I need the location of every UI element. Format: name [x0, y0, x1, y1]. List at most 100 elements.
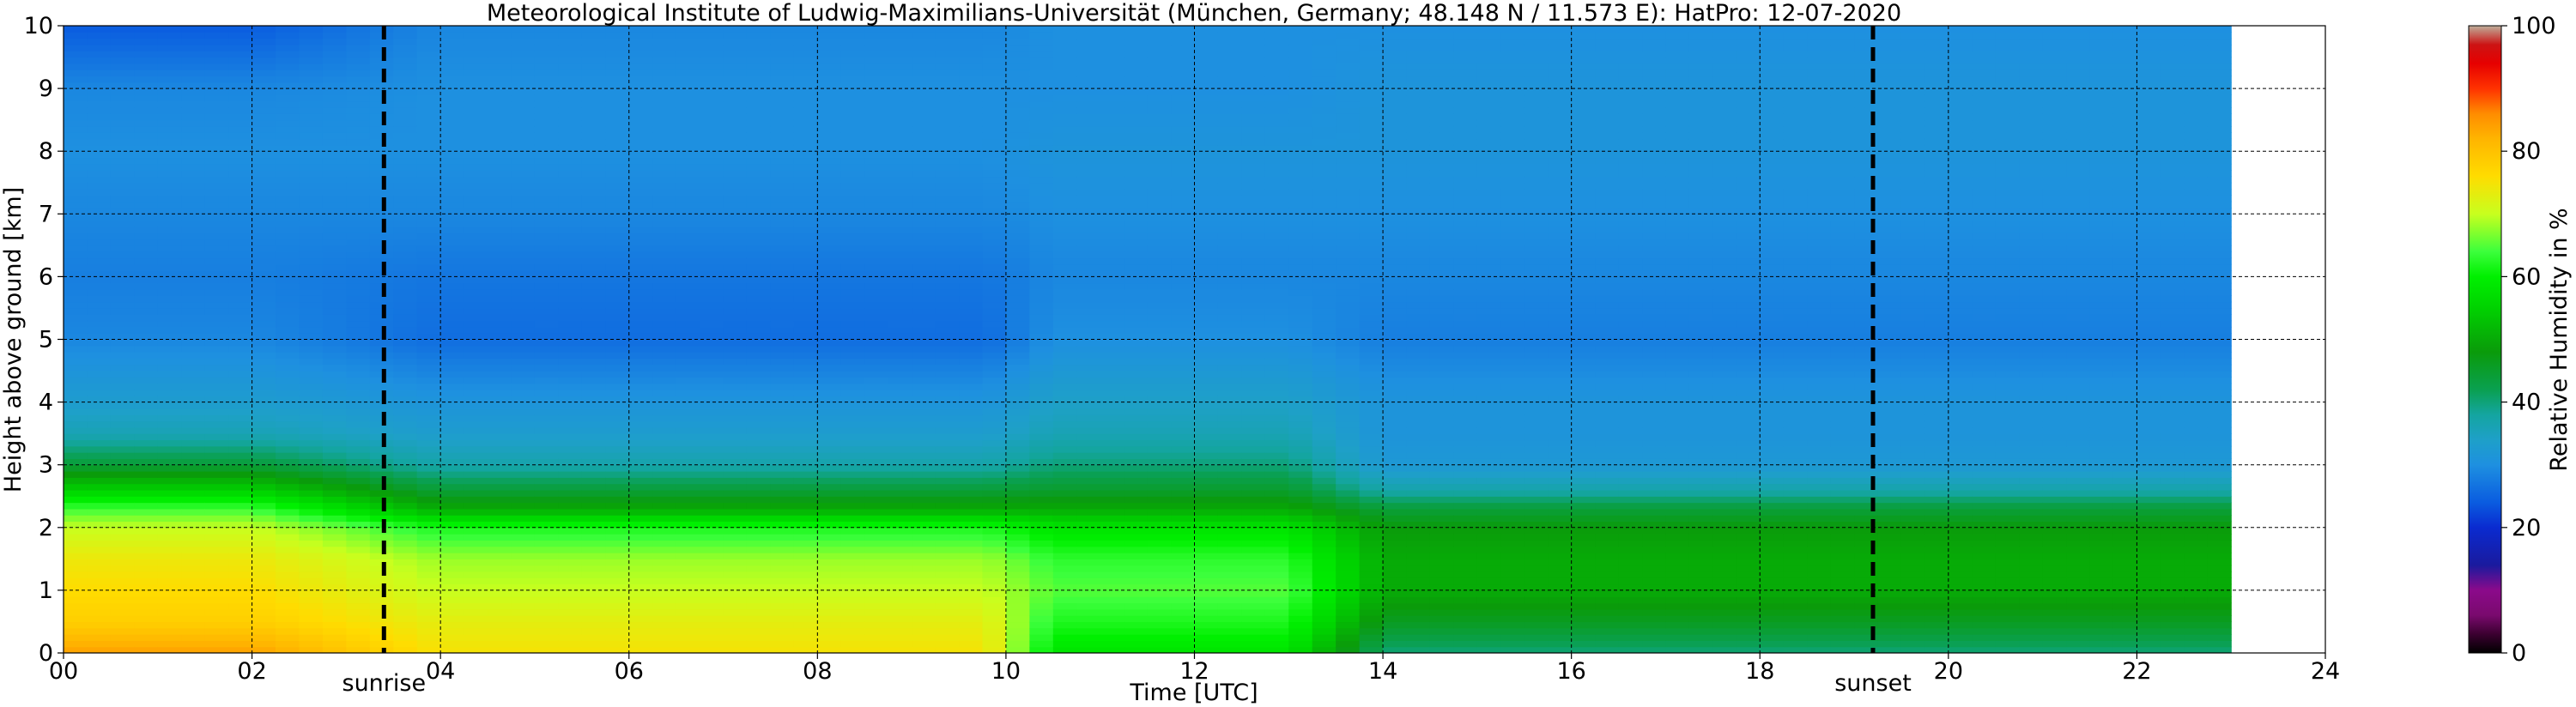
heatmap-cell [912, 26, 936, 33]
heatmap-cell [299, 251, 324, 259]
heatmap-cell [888, 195, 912, 202]
heatmap-cell [511, 157, 536, 165]
heatmap-cell [181, 471, 206, 478]
heatmap-cell [393, 214, 418, 221]
heatmap-cell [511, 282, 536, 290]
heatmap-cell [770, 477, 795, 485]
heatmap-cell [1076, 207, 1101, 215]
heatmap-cell [276, 364, 300, 372]
heatmap-cell [700, 483, 724, 491]
heatmap-cell [181, 646, 206, 653]
heatmap-cell [652, 113, 677, 121]
heatmap-cell [393, 471, 418, 478]
heatmap-cell [1217, 144, 1242, 152]
heatmap-cell [817, 358, 842, 366]
heatmap-cell [676, 420, 700, 428]
heatmap-cell [228, 69, 253, 77]
heatmap-cell [864, 339, 889, 347]
heatmap-cell [204, 396, 229, 403]
heatmap-cell [746, 44, 772, 51]
heatmap-cell [464, 119, 488, 127]
heatmap-cell [864, 389, 889, 396]
heatmap-cell [746, 553, 772, 559]
heatmap-cell [110, 358, 135, 366]
heatmap-cell [840, 458, 865, 466]
heatmap-cell [770, 289, 795, 296]
heatmap-cell [204, 201, 229, 208]
heatmap-cell [793, 408, 818, 415]
heatmap-cell [393, 201, 418, 208]
heatmap-cell [864, 608, 889, 616]
heatmap-cell [181, 621, 206, 629]
heatmap-cell [1147, 358, 1172, 366]
heatmap-cell [840, 553, 865, 559]
heatmap-cell [416, 627, 441, 635]
heatmap-cell [276, 540, 300, 547]
heatmap-cell [935, 433, 960, 441]
heatmap-cell [581, 540, 606, 547]
heatmap-cell [369, 534, 394, 541]
heatmap-cell [1217, 371, 1242, 378]
heatmap-cell [252, 546, 276, 553]
heatmap-cell [181, 282, 206, 290]
heatmap-cell [87, 88, 112, 96]
heatmap-cell [157, 170, 182, 178]
heatmap-cell [64, 464, 88, 472]
heatmap-cell [558, 546, 583, 553]
heatmap-cell [982, 195, 1007, 202]
heatmap-cell [228, 226, 253, 233]
heatmap-cell [464, 521, 488, 529]
heatmap-cell [935, 314, 960, 322]
heatmap-cell [1076, 559, 1101, 566]
heatmap-cell [511, 163, 536, 171]
heatmap-cell [228, 396, 253, 403]
heatmap-cell [64, 176, 88, 184]
heatmap-cell [64, 445, 88, 453]
heatmap-cell [299, 107, 324, 114]
heatmap-cell [770, 389, 795, 396]
heatmap-cell [1171, 220, 1196, 227]
heatmap-cell [1005, 326, 1030, 334]
heatmap-cell [605, 458, 630, 466]
heatmap-cell [64, 76, 88, 83]
heatmap-cell [1147, 132, 1172, 140]
heatmap-cell [912, 144, 936, 152]
heatmap-cell [676, 508, 700, 516]
heatmap-cell [534, 63, 560, 70]
heatmap-cell [652, 226, 677, 233]
heatmap-cell [1171, 402, 1196, 409]
heatmap-cell [252, 333, 276, 341]
heatmap-cell [134, 553, 159, 559]
heatmap-cell [840, 414, 865, 422]
heatmap-cell [110, 458, 135, 466]
heatmap-cell [87, 426, 112, 434]
heatmap-cell [346, 301, 371, 309]
heatmap-cell [652, 345, 677, 353]
heatmap-cell [935, 100, 960, 108]
heatmap-cell [276, 214, 300, 221]
heatmap-cell [134, 333, 159, 341]
heatmap-cell [723, 615, 748, 623]
heatmap-cell [488, 577, 512, 585]
heatmap-cell [793, 307, 818, 315]
heatmap-cell [888, 100, 912, 108]
heatmap-cell [1147, 464, 1172, 472]
heatmap-cell [652, 138, 677, 146]
heatmap-cell [723, 364, 748, 372]
heatmap-cell [1029, 113, 1054, 121]
heatmap-cell [511, 51, 536, 58]
heatmap-cell [252, 182, 276, 190]
heatmap-cell [1194, 163, 1219, 171]
heatmap-cell [746, 195, 772, 202]
heatmap-cell [464, 226, 488, 233]
heatmap-cell [181, 577, 206, 585]
heatmap-cell [1194, 439, 1219, 447]
heatmap-cell [817, 282, 842, 290]
heatmap-cell [346, 540, 371, 547]
heatmap-cell [1076, 571, 1101, 578]
heatmap-cell [1194, 640, 1219, 648]
heatmap-cell [770, 170, 795, 178]
heatmap-cell [157, 144, 182, 152]
heatmap-cell [770, 540, 795, 547]
heatmap-cell [1217, 94, 1242, 102]
